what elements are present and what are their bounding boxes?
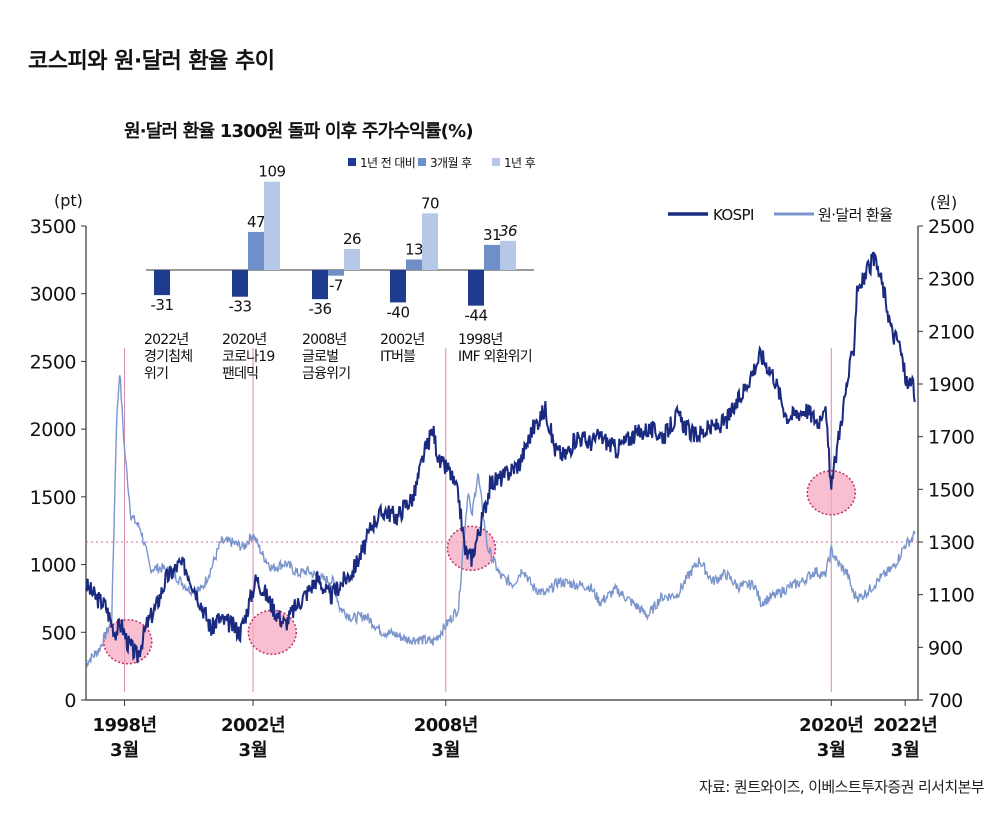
inset-legend-swatch <box>492 158 500 166</box>
inset-bar <box>232 270 248 297</box>
inset-legend-swatch <box>348 158 356 166</box>
right-tick-label: 2300 <box>928 269 974 291</box>
left-tick-label: 1000 <box>30 555 76 577</box>
inset-category-line1: 2008년 <box>302 332 347 348</box>
x-tick-label-month: 3월 <box>817 740 846 761</box>
x-tick-label-year: 2020년 <box>799 715 863 736</box>
right-tick-label: 1700 <box>928 427 974 449</box>
right-tick-label: 2100 <box>928 321 974 343</box>
x-tick-label-year: 2022년 <box>873 715 937 736</box>
left-tick-label: 2500 <box>30 351 76 373</box>
inset-bar <box>390 270 406 303</box>
inset-bar-label: 26 <box>343 230 361 248</box>
inset-bar-label: -36 <box>309 300 332 318</box>
page-title: 코스피와 원·달러 환율 추이 <box>28 49 275 74</box>
left-tick-label: 500 <box>41 622 76 644</box>
inset-bar-label: -40 <box>387 303 410 321</box>
inset-bar <box>468 270 484 306</box>
inset-legend-label: 1년 후 <box>504 156 536 170</box>
right-tick-label: 1100 <box>928 585 974 607</box>
inset-category-line1: 2002년 <box>380 332 425 348</box>
inset-category-line2: IMF 외환위기 <box>458 349 532 365</box>
inset-bar <box>154 270 170 296</box>
x-tick-label-month: 3월 <box>891 740 920 761</box>
left-tick-label: 3500 <box>30 216 76 238</box>
inset-bar <box>264 181 280 270</box>
inset-legend-label: 1년 전 대비 <box>360 156 415 170</box>
highlight-circle <box>446 525 497 572</box>
source-note: 자료: 퀀트와이즈, 이베스트투자증권 리서치본부 <box>698 778 985 796</box>
inset-category-line1: 2020년 <box>222 332 267 348</box>
inset-bar-label: 31 <box>483 226 501 244</box>
right-tick-label: 1500 <box>928 479 974 501</box>
inset-bar <box>328 270 344 276</box>
inset-bar <box>344 248 360 270</box>
left-tick-label: 2000 <box>30 419 76 441</box>
inset-bar-label: 47 <box>247 213 265 231</box>
x-tick-label-month: 3월 <box>238 740 267 761</box>
inset-bar <box>500 240 516 270</box>
right-tick-label: 2500 <box>928 216 974 238</box>
inset-category-line1: 1998년 <box>458 332 503 348</box>
inset-category-line2: 코로나19 <box>222 349 274 365</box>
x-tick-label-month: 3월 <box>110 740 139 761</box>
inset-title: 원·달러 환율 1300원 돌파 이후 주가수익률(%) <box>124 120 473 142</box>
inset-bar-label: -31 <box>151 296 174 314</box>
inset-bar <box>248 231 264 270</box>
inset-bar <box>406 259 422 270</box>
right-tick-label: 1300 <box>928 532 974 554</box>
inset-bar-label: 36 <box>499 222 517 240</box>
left-tick-label: 3000 <box>30 284 76 306</box>
x-tick-label-year: 2002년 <box>221 715 285 736</box>
x-tick-label-year: 2008년 <box>414 715 478 736</box>
right-tick-label: 1900 <box>928 374 974 396</box>
inset-bar-label: -7 <box>329 277 343 295</box>
left-tick-label: 1500 <box>30 487 76 509</box>
inset-category-line3: 금융위기 <box>302 366 350 382</box>
fx-series-line <box>85 375 916 668</box>
inset-category-line1: 2022년 <box>144 332 189 348</box>
right-tick-label: 700 <box>928 690 963 712</box>
inset-category-line2: 경기침체 <box>144 349 192 365</box>
inset-bar-label: -44 <box>465 307 488 325</box>
inset-category-line3: 팬데믹 <box>222 366 258 382</box>
inset-bar-label: 13 <box>405 240 423 258</box>
inset-category-line2: IT버블 <box>380 349 416 365</box>
right-tick-label: 900 <box>928 637 963 659</box>
x-tick-label-year: 1998년 <box>92 715 156 736</box>
highlight-circle <box>806 470 857 516</box>
left-axis-unit: (pt) <box>54 191 83 210</box>
highlight-circle <box>247 609 298 656</box>
kospi-series-line <box>85 251 916 664</box>
x-tick-label-month: 3월 <box>431 740 460 761</box>
inset-category-line2: 글로벌 <box>302 349 338 365</box>
inset-bar-label: 109 <box>258 163 285 181</box>
legend-fx-label: 원·달러 환율 <box>818 206 892 224</box>
inset-bar <box>484 244 500 270</box>
right-axis-unit: (원) <box>930 193 957 212</box>
inset-bar <box>312 270 328 300</box>
inset-bar-label: -33 <box>229 298 252 316</box>
legend-kospi-label: KOSPI <box>713 206 754 224</box>
left-tick-label: 0 <box>64 690 76 712</box>
inset-bar <box>422 213 438 270</box>
inset-legend-swatch <box>418 158 426 166</box>
inset-bar-label: 70 <box>421 194 439 212</box>
inset-legend-label: 3개월 후 <box>430 156 472 170</box>
inset-category-line3: 위기 <box>144 366 168 382</box>
